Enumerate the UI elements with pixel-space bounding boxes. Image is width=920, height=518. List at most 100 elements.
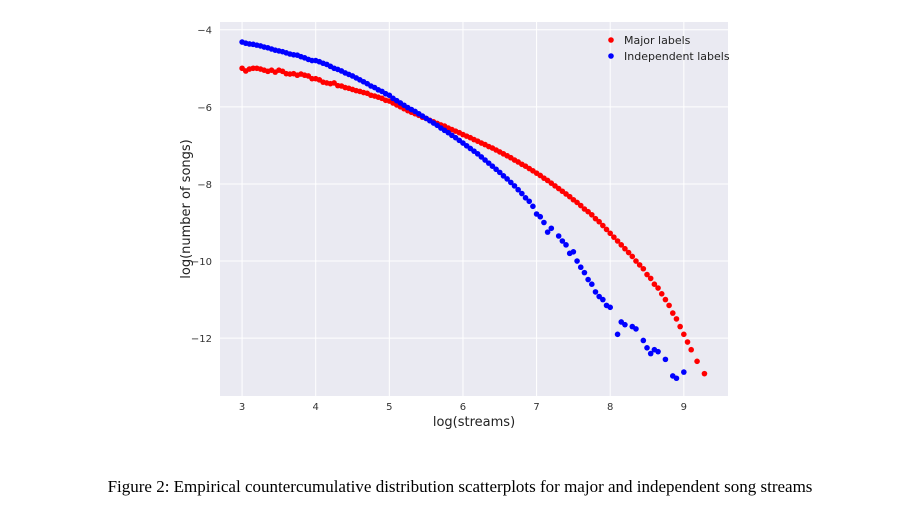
series-major-labels [239, 65, 708, 377]
independent-label-point [589, 281, 595, 287]
independent-label-point [644, 345, 650, 351]
independent-label-point [482, 157, 488, 163]
major-label-point [585, 208, 591, 215]
legend-label-major: Major labels [624, 34, 691, 47]
independent-label-point [555, 233, 562, 239]
independent-label-point [526, 198, 533, 205]
independent-label-point [581, 269, 588, 276]
independent-label-point [681, 369, 687, 375]
x-tick-label: 3 [239, 402, 245, 413]
independent-label-point [570, 249, 577, 255]
independent-label-point [474, 151, 481, 157]
legend-label-independent: Independent labels [624, 50, 730, 63]
independent-label-point [504, 176, 510, 182]
independent-label-point [511, 183, 518, 189]
legend: Major labels Independent labels [608, 34, 730, 63]
x-tick-label: 6 [460, 402, 466, 413]
series-independent-labels [239, 39, 687, 382]
major-label-point [625, 249, 632, 256]
independent-label-point [592, 289, 599, 295]
grid-lines [220, 22, 728, 396]
major-label-point [566, 193, 573, 200]
x-tick-labels: 3 4 5 6 7 8 9 [239, 402, 687, 413]
independent-label-point [559, 238, 566, 244]
major-label-point [633, 258, 639, 264]
y-tick-label: −8 [197, 180, 212, 191]
major-label-point [600, 222, 606, 229]
major-label-point [688, 346, 694, 353]
major-label-point [636, 262, 643, 268]
x-tick-label: 4 [313, 402, 319, 413]
independent-label-point [614, 331, 621, 338]
independent-label-point [647, 350, 654, 357]
major-label-point [614, 238, 621, 244]
major-label-point [673, 316, 680, 322]
independent-label-point [508, 179, 514, 186]
major-label-point [677, 323, 683, 330]
major-label-point [681, 331, 687, 338]
major-label-point [655, 285, 661, 291]
independent-label-point [537, 213, 544, 220]
independent-label-point [489, 163, 496, 169]
major-label-point [574, 199, 580, 206]
scatter-series [239, 39, 708, 382]
independent-label-point [548, 225, 555, 232]
legend-marker-independent [608, 53, 614, 59]
independent-label-point [673, 375, 680, 382]
major-label-point [669, 310, 676, 316]
independent-label-point [585, 276, 591, 283]
major-label-point [694, 358, 700, 365]
major-label-point [662, 296, 669, 303]
independent-label-point [607, 304, 613, 311]
independent-label-point [596, 293, 602, 300]
independent-label-point [633, 326, 639, 332]
independent-label-point [577, 264, 584, 271]
major-label-point [658, 291, 665, 297]
independent-label-point [386, 92, 393, 99]
y-tick-label: −6 [197, 103, 212, 114]
x-tick-label: 8 [607, 402, 613, 413]
major-label-point [629, 253, 636, 260]
independent-label-point [541, 219, 547, 226]
independent-label-point [662, 356, 669, 363]
major-label-point [622, 245, 628, 252]
independent-label-point [640, 337, 647, 344]
independent-label-point [478, 154, 485, 160]
major-label-point [589, 211, 595, 218]
x-axis-label: log(streams) [433, 415, 515, 430]
x-tick-label: 7 [533, 402, 539, 413]
independent-label-point [530, 203, 536, 210]
figure: 3 4 5 6 7 8 9 −4 −6 −8 −10 −12 Major labels Indepe… [179, 22, 730, 430]
x-tick-label: 9 [681, 402, 687, 413]
major-label-point [607, 230, 613, 237]
major-label-point [596, 218, 602, 225]
independent-label-point [655, 348, 661, 355]
major-label-point [611, 234, 617, 240]
major-label-point [577, 202, 584, 209]
independent-label-point [544, 229, 551, 235]
independent-label-point [622, 321, 628, 328]
major-label-point [603, 226, 610, 233]
independent-label-point [600, 296, 606, 303]
independent-label-point [485, 160, 492, 166]
x-tick-label: 5 [386, 402, 392, 413]
independent-label-point [519, 190, 525, 197]
major-label-point [684, 339, 691, 345]
y-tick-labels: −4 −6 −8 −10 −12 [191, 26, 212, 345]
y-tick-label: −10 [191, 257, 212, 268]
y-tick-label: −4 [197, 26, 212, 37]
legend-marker-major [608, 37, 614, 43]
major-label-point [701, 370, 708, 377]
independent-label-point [496, 169, 503, 176]
major-label-point [666, 302, 672, 309]
major-label-point [647, 275, 654, 282]
major-label-point [644, 271, 650, 278]
major-label-point [640, 265, 647, 272]
plot-area [220, 22, 728, 396]
major-label-point [592, 215, 599, 222]
y-tick-label: −12 [191, 334, 212, 345]
independent-label-point [500, 173, 507, 179]
independent-label-point [563, 242, 569, 248]
independent-label-point [522, 195, 529, 201]
major-label-point [651, 281, 658, 287]
